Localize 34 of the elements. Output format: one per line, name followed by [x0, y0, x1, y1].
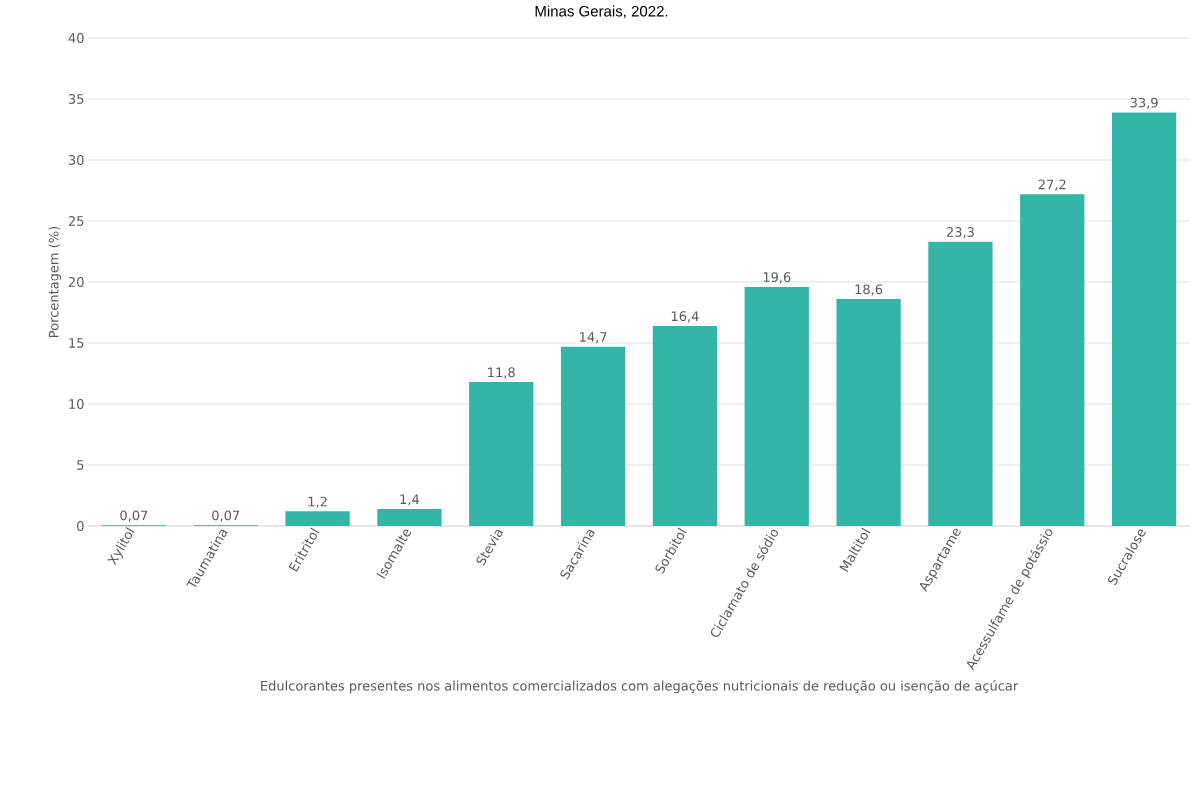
y-tick-label: 15 [69, 338, 84, 348]
data-label: 1,2 [308, 496, 327, 508]
x-axis-title: Edulcorantes presentes nos alimentos comercializados com alegações nutricionais de redução ou isenção de açúcar [261, 680, 1019, 694]
bar [652, 325, 718, 526]
bar [1111, 112, 1177, 526]
y-tick-label: 10 [69, 399, 84, 409]
data-label: 11,8 [488, 367, 515, 379]
bar [928, 241, 993, 526]
chart-title: Minas Gerais, 2022. [535, 5, 668, 19]
data-label: 33,9 [1130, 97, 1158, 109]
y-tick-label: 25 [68, 216, 84, 226]
data-label: 16,4 [671, 311, 699, 323]
bar [1020, 194, 1085, 526]
y-tick-label: 40 [68, 33, 84, 43]
data-label: 19,6 [763, 272, 791, 284]
data-label: 0,07 [212, 510, 240, 522]
data-label: 23,3 [946, 227, 974, 239]
bar [377, 508, 442, 526]
data-label: 1,4 [400, 494, 420, 506]
bar [285, 511, 350, 526]
bar [469, 382, 534, 526]
y-tick-label: 0 [77, 521, 84, 531]
bar [836, 299, 901, 526]
y-axis-title: Porcentagem (%) [48, 226, 62, 337]
y-tick-label: 35 [68, 94, 84, 104]
data-label: 0,07 [120, 510, 148, 522]
y-tick-label: 20 [68, 277, 84, 287]
data-label: 27,2 [1038, 179, 1066, 191]
data-label: 14,7 [580, 332, 607, 344]
y-tick-label: 30 [68, 155, 84, 165]
bar [744, 286, 809, 526]
bar [560, 346, 626, 526]
y-tick-label: 5 [77, 460, 84, 470]
data-label: 18,6 [855, 284, 883, 296]
